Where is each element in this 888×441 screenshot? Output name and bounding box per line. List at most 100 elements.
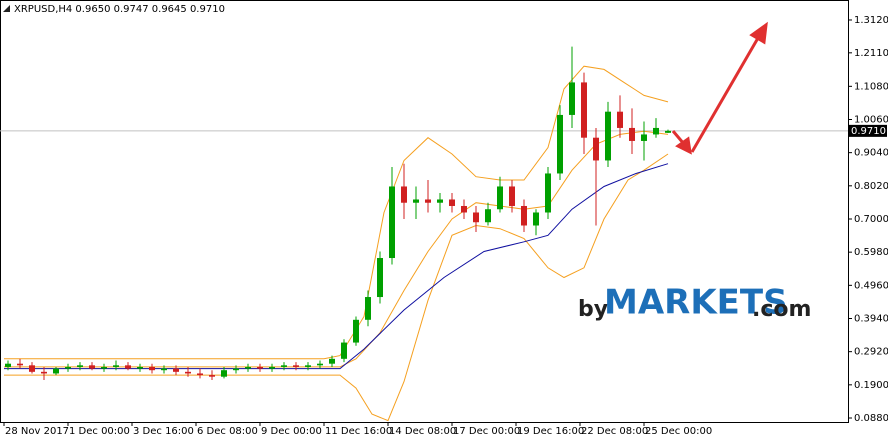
y-tick-label: 0.1900	[854, 380, 888, 391]
candle-body	[65, 366, 71, 369]
candle-body	[389, 186, 395, 259]
candle-body	[437, 199, 443, 203]
plot-frame	[0, 0, 849, 423]
candle-body	[137, 366, 143, 369]
arrow-down-head	[675, 136, 692, 155]
y-tick-label: 1.1080	[854, 81, 888, 92]
candle-body	[641, 134, 647, 141]
candle-body	[485, 209, 491, 223]
watermark-by: by	[578, 297, 608, 322]
candle-body	[269, 366, 275, 369]
candle-body	[653, 127, 659, 135]
candle-body	[581, 82, 587, 138]
candle-body	[473, 212, 479, 223]
candle-body	[293, 365, 299, 367]
x-tick-label: 11 Dec 16:00	[325, 426, 392, 437]
candle-body	[101, 366, 107, 369]
candle-body	[617, 111, 623, 128]
candle-body	[41, 371, 47, 374]
arrow-up-head	[749, 21, 768, 45]
candle-body	[281, 365, 287, 367]
candle-body	[149, 366, 155, 371]
price-label: 0.9710	[851, 126, 886, 137]
y-tick-label: 0.2920	[854, 347, 888, 358]
x-tick-label: 28 Nov 2017	[5, 426, 69, 437]
candle-body	[233, 368, 239, 371]
candle-body	[305, 365, 311, 367]
candle-body	[365, 297, 371, 320]
indicator-line	[4, 153, 669, 422]
y-tick-label: 0.3940	[854, 313, 888, 324]
candle-body	[353, 319, 359, 343]
x-tick-label: 3 Dec 16:00	[133, 426, 194, 437]
x-tick-label: 22 Dec 08:00	[581, 426, 648, 437]
candle-body	[173, 368, 179, 372]
candle-body	[317, 363, 323, 366]
candle-body	[17, 363, 23, 366]
y-tick-label: 0.9040	[854, 148, 888, 159]
candle-body	[245, 366, 251, 369]
candle-body	[197, 373, 203, 376]
candle-body	[545, 173, 551, 213]
candle-body	[377, 258, 383, 298]
candle-body	[605, 111, 611, 161]
watermark: by MARKETS .com	[578, 283, 811, 323]
x-tick-label: 17 Dec 00:00	[453, 426, 520, 437]
x-tick-label: 6 Dec 08:00	[197, 426, 258, 437]
watermark-com: .com	[752, 297, 811, 322]
corner-marker	[3, 5, 10, 12]
indicator-line	[4, 163, 669, 370]
candle-body	[497, 186, 503, 210]
candle-body	[329, 358, 335, 364]
candle-body	[161, 368, 167, 371]
arrows	[671, 21, 768, 155]
y-tick-label: 1.2110	[854, 48, 888, 59]
arrow-up	[690, 37, 760, 153]
candle-body	[341, 342, 347, 359]
candle-body	[665, 130, 671, 133]
marks	[0, 46, 848, 422]
candle-body	[521, 205, 527, 226]
price-box	[849, 124, 887, 137]
candle-body	[413, 199, 419, 203]
chart-title: XRPUSD,H4 0.9650 0.9747 0.9645 0.9710	[14, 4, 225, 15]
indicator-line	[4, 130, 669, 368]
x-tick-label: 14 Dec 08:00	[389, 426, 456, 437]
y-tick-label: 0.8020	[854, 181, 888, 192]
candle-body	[125, 365, 131, 369]
candle-body	[629, 127, 635, 141]
candle-body	[401, 186, 407, 203]
candle-body	[5, 363, 11, 367]
candle-body	[569, 82, 575, 115]
candle-body	[593, 137, 599, 161]
candle-body	[209, 375, 215, 377]
x-tick-label: 25 Dec 00:00	[645, 426, 712, 437]
candle-body	[461, 205, 467, 213]
watermark-markets: MARKETS	[604, 283, 788, 323]
x-tick-label: 9 Dec 00:00	[261, 426, 322, 437]
candle-body	[89, 365, 95, 369]
candle-body	[53, 368, 59, 374]
indicator-line	[4, 65, 669, 360]
candle-body	[29, 365, 35, 372]
y-tick-label: 0.7000	[854, 214, 888, 225]
candle-body	[425, 199, 431, 203]
candle-body	[185, 371, 191, 374]
y-tick-label: 1.3120	[854, 15, 888, 26]
candle-body	[557, 114, 563, 174]
candle-body	[257, 366, 263, 369]
y-tick-label: 0.4960	[854, 280, 888, 291]
candle-body	[221, 370, 227, 377]
candle-body	[533, 212, 539, 226]
y-tick-label: 1.0060	[854, 114, 888, 125]
y-tick-label: 0.0880	[854, 413, 888, 424]
x-tick-label: 1 Dec 00:00	[69, 426, 130, 437]
candle-body	[449, 199, 455, 206]
y-tick-label: 0.5980	[854, 247, 888, 258]
candle-body	[509, 186, 515, 206]
candle-body	[77, 365, 83, 367]
candle-body	[113, 365, 119, 367]
x-tick-label: 19 Dec 16:00	[517, 426, 584, 437]
